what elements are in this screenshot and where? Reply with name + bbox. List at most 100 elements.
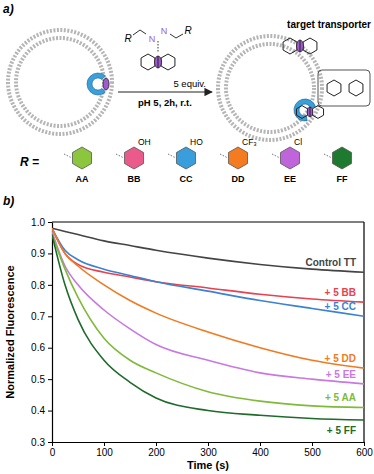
r-group-substituent: HO [190,137,203,147]
tick-label: 0.4 [31,405,45,416]
panel-b: b)01002003004005006000.30.40.50.60.70.80… [3,194,373,471]
r-group-name: BB [128,174,141,184]
vesicle-outer [218,36,322,140]
tick-label: 0 [50,447,56,458]
series-label: + 5 EE [326,369,357,380]
tick-mark [48,348,52,349]
tick-mark [48,411,52,412]
r-group-ring [228,147,247,169]
tick: 400 [252,442,269,458]
tick-mark [52,442,53,446]
vesicle-outer [8,30,112,134]
tick-mark [48,442,52,443]
host-ring [141,54,155,70]
tick: 100 [96,442,113,458]
tick-mark [208,442,209,446]
series-labels: Control TT+ 5 BB+ 5 CC+ 5 DD+ 5 EE+ 5 AA… [305,257,356,436]
r-group-name: CC [180,174,193,184]
tick: 0.9 [31,248,52,259]
host-axis [158,56,159,68]
r-group-bond [220,154,228,158]
series-label: + 5 CC [325,301,356,312]
host [141,54,175,70]
r-group-ring [124,147,143,169]
tick-label: 0.8 [31,280,45,291]
tick-label: 500 [304,447,321,458]
reaction-arrow [118,91,212,92]
conditions: pH 5, 2h, r.t. [138,97,192,108]
series-label: + 5 DD [325,353,356,364]
carrier [290,95,317,123]
y-axis: 0.3 0.4 0.5 0.6 0.7 0.8 0.9 1.0 [31,217,52,448]
tick-label: 100 [96,447,113,458]
r-group-name: EE [284,174,296,184]
reagent-link [158,41,159,52]
series-label: + 5 FF [327,425,356,436]
series-line [52,228,364,316]
tick: 1.0 [31,217,52,228]
host-core [155,56,162,68]
tick: 0.4 [31,405,52,416]
reagent-bonds [133,30,183,38]
tick-mark [104,442,105,446]
host-axis [300,40,301,52]
tick: 300 [200,442,217,458]
host-core [297,40,304,52]
host-axis [310,107,311,117]
host-ring [161,54,175,70]
r-group-bond [324,154,332,158]
reagent-r: R [184,25,191,36]
r-group-ring [332,147,351,169]
tick: 0.5 [31,374,52,385]
product-ring [349,80,363,96]
tick-mark [48,316,52,317]
reagent-amount: 5 equiv. [173,78,206,89]
r-group-bond [116,154,124,158]
r-group-name: DD [232,174,245,184]
host-ring [283,38,297,54]
r-group-substituent: OH [138,137,151,147]
tick-mark [156,442,157,446]
figure: a)RRNN5 equiv.pH 5, 2h, r.t.target trans… [0,0,374,474]
r-group-bond [64,154,72,158]
series-label: + 5 AA [325,392,356,403]
host [296,106,323,119]
r-group-substituent: CF₃ [242,137,257,147]
series-line [52,235,364,408]
tick-label: 300 [200,447,217,458]
tick-mark [312,442,313,446]
tick: 0 [50,442,56,458]
series-line [52,228,364,272]
y-axis-title: Normalized Fluorescence [4,265,16,398]
tick-mark [260,442,261,446]
tick-label: 0.3 [31,437,45,448]
reagent-n: N [149,34,156,44]
series-line [52,235,364,420]
tick: 0.6 [31,342,52,353]
tick-label: 0.9 [31,248,45,259]
x-axis-title: Time (s) [187,459,229,471]
product-ring [327,80,341,96]
tick-label: 0.7 [31,311,45,322]
tick-mark [48,379,52,380]
tick-mark [48,285,52,286]
tick-mark [48,222,52,223]
tick-label: 600 [356,447,373,458]
x-axis: 0 100 200 300 400 500 600 [50,442,374,458]
frame [52,221,364,222]
panel-a: a)RRNN5 equiv.pH 5, 2h, r.t.target trans… [3,2,371,184]
host-core [307,107,313,117]
tick-mark [48,253,52,254]
carrier [87,73,105,95]
r-group-ring [280,147,299,169]
series-line [52,228,364,368]
host-ring [303,38,317,54]
tick-label: 200 [148,447,165,458]
plot-area [52,228,364,420]
reagent-r: R [124,33,131,44]
tick: 0.7 [31,311,52,322]
carrier-core [103,78,109,90]
tick: 0.8 [31,280,52,291]
r-group-bond [272,154,280,158]
reagent-n: N [161,26,168,36]
